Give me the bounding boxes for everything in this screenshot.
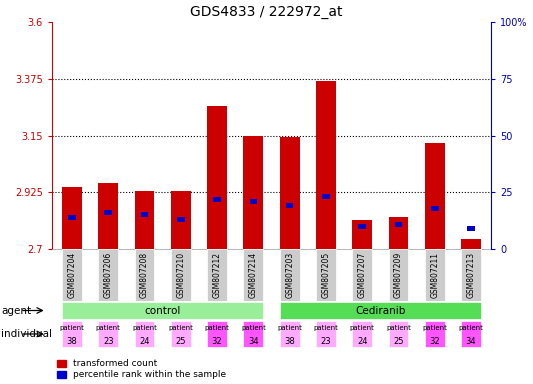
Bar [389,217,408,249]
Text: 24: 24 [357,336,367,346]
Text: 25: 25 [393,336,403,346]
Bar [461,239,481,249]
Bar [62,302,263,319]
Text: individual: individual [1,329,52,339]
Bar [280,321,300,348]
Text: 23: 23 [321,336,331,346]
Bar [244,136,263,249]
Bar [431,206,439,211]
Bar [425,321,445,348]
Bar [280,302,481,319]
Bar [358,224,366,229]
Text: 25: 25 [175,336,186,346]
Bar [352,220,372,249]
Bar [207,249,227,301]
Bar [98,321,118,348]
Bar [280,137,300,249]
Bar [171,191,191,249]
Text: 38: 38 [284,336,295,346]
Text: 32: 32 [430,336,440,346]
Text: patient: patient [96,325,120,331]
Text: GSM807203: GSM807203 [285,252,294,298]
Bar [244,321,263,348]
Text: patient: patient [168,325,193,331]
Legend: transformed count, percentile rank within the sample: transformed count, percentile rank withi… [56,359,226,379]
Text: patient: patient [132,325,157,331]
Text: patient: patient [386,325,411,331]
Text: patient: patient [241,325,266,331]
Bar [316,81,336,249]
Bar [286,204,294,209]
Bar [171,249,191,301]
Bar [322,194,330,199]
Bar [389,321,408,348]
Bar [395,222,402,227]
Text: patient: patient [313,325,338,331]
Text: 24: 24 [139,336,150,346]
Bar [467,226,475,231]
Bar [461,321,481,348]
Bar [425,249,445,301]
Text: GSM807205: GSM807205 [321,252,330,298]
Text: GSM807211: GSM807211 [430,252,439,298]
Bar [141,212,148,217]
Text: GSM807209: GSM807209 [394,252,403,298]
Text: patient: patient [60,325,84,331]
Bar [425,143,445,249]
Bar [98,184,118,249]
Text: 34: 34 [248,336,259,346]
Bar [352,321,372,348]
Text: GSM807213: GSM807213 [466,252,475,298]
Bar [244,249,263,301]
Text: GSM807210: GSM807210 [176,252,185,298]
Text: GSM807212: GSM807212 [213,252,222,298]
Bar [62,249,82,301]
Text: 38: 38 [67,336,77,346]
Text: 23: 23 [103,336,114,346]
Bar [104,210,112,215]
Text: agent: agent [1,306,31,316]
Text: patient: patient [205,325,230,331]
Text: GDS4833 / 222972_at: GDS4833 / 222972_at [190,5,343,19]
Text: GSM807214: GSM807214 [249,252,258,298]
Text: GSM807208: GSM807208 [140,252,149,298]
Text: patient: patient [277,325,302,331]
Bar [62,321,82,348]
Bar [316,321,336,348]
Bar [389,249,408,301]
Text: GSM807206: GSM807206 [104,252,113,298]
Bar [352,249,372,301]
Bar [207,106,227,249]
Bar [68,215,76,220]
Text: 32: 32 [212,336,222,346]
Bar [316,249,336,301]
Bar [177,217,184,222]
Bar [171,321,191,348]
Bar [134,249,155,301]
Bar [134,191,155,249]
Text: GSM807204: GSM807204 [68,252,76,298]
Bar [134,321,155,348]
Text: control: control [144,306,181,316]
Text: patient: patient [422,325,447,331]
Text: 34: 34 [466,336,477,346]
Bar [249,199,257,204]
Bar [207,321,227,348]
Bar [62,187,82,249]
Bar [213,197,221,202]
Text: patient: patient [350,325,375,331]
Text: Cediranib: Cediranib [355,306,406,316]
Bar [280,249,300,301]
Text: GSM807207: GSM807207 [358,252,367,298]
Bar [461,249,481,301]
Bar [98,249,118,301]
Text: patient: patient [458,325,483,331]
